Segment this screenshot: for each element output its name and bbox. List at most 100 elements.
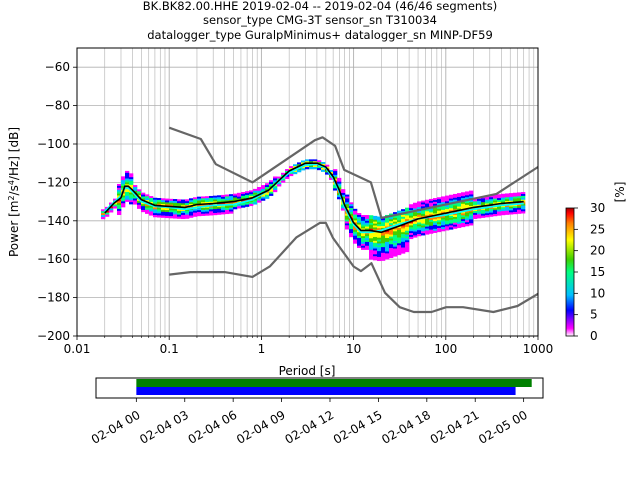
histogram-cell bbox=[165, 200, 170, 203]
histogram-cell bbox=[465, 195, 470, 198]
histogram-cell bbox=[353, 228, 358, 231]
histogram-cell bbox=[137, 204, 142, 207]
histogram-cell bbox=[369, 219, 374, 222]
histogram-cell bbox=[393, 238, 398, 242]
histogram-cell bbox=[129, 200, 134, 203]
histogram-cell bbox=[209, 197, 214, 201]
histogram-cell bbox=[437, 218, 442, 221]
histogram-cell bbox=[409, 206, 414, 209]
histogram-cell bbox=[493, 198, 498, 201]
histogram-cell bbox=[449, 213, 454, 217]
histogram-cell bbox=[365, 222, 370, 225]
histogram-cell bbox=[185, 201, 190, 204]
histogram-cell bbox=[377, 256, 382, 260]
histogram-cell bbox=[337, 179, 342, 183]
histogram-cell bbox=[489, 199, 494, 202]
histogram-cell bbox=[381, 258, 386, 261]
histogram-cell bbox=[421, 233, 426, 236]
histogram-cell bbox=[157, 213, 162, 216]
histogram-cell bbox=[173, 214, 178, 217]
histogram-cell bbox=[225, 202, 230, 205]
histogram-cell bbox=[337, 185, 342, 188]
histogram-cell bbox=[405, 234, 410, 237]
histogram-cell bbox=[185, 210, 190, 214]
histogram-cell bbox=[393, 227, 398, 230]
histogram-cell bbox=[389, 253, 394, 257]
x-tick-label: 100 bbox=[434, 342, 457, 356]
histogram-cell bbox=[365, 234, 370, 237]
histogram-cell bbox=[381, 225, 386, 229]
histogram-cell bbox=[205, 213, 210, 216]
histogram-cell bbox=[469, 200, 474, 203]
timeline-bar bbox=[136, 387, 516, 395]
histogram-cell bbox=[493, 210, 498, 213]
histogram-cell bbox=[453, 205, 458, 208]
histogram-cell bbox=[353, 231, 358, 235]
histogram-cell bbox=[217, 206, 222, 210]
histogram-cell bbox=[273, 186, 278, 189]
histogram-cell bbox=[125, 195, 130, 199]
histogram-cell bbox=[521, 193, 526, 197]
histogram-cell bbox=[353, 241, 358, 244]
histogram-cell bbox=[277, 176, 282, 179]
histogram-cell bbox=[477, 198, 482, 202]
histogram-cell bbox=[269, 193, 274, 196]
histogram-cell bbox=[197, 200, 202, 203]
histogram-cell bbox=[297, 168, 302, 171]
histogram-cell bbox=[445, 195, 450, 198]
histogram-cell bbox=[153, 209, 158, 212]
histogram-cell bbox=[129, 182, 134, 186]
histogram-cell bbox=[389, 234, 394, 237]
histogram-cell bbox=[121, 184, 126, 187]
histogram-cell bbox=[445, 205, 450, 208]
histogram-cell bbox=[377, 258, 382, 262]
histogram-cell bbox=[173, 202, 178, 206]
histogram-cell bbox=[125, 190, 130, 193]
histogram-cell bbox=[125, 176, 130, 179]
histogram-cell bbox=[465, 191, 470, 194]
histogram-cell bbox=[445, 224, 450, 227]
histogram-cell bbox=[217, 197, 222, 200]
colorbar-axis: 0 5 10 15 20 25 30 bbox=[574, 201, 605, 343]
histogram-cell bbox=[401, 239, 406, 243]
histogram-cell bbox=[497, 205, 502, 208]
histogram-cell bbox=[373, 238, 378, 242]
histogram-cell bbox=[437, 226, 442, 229]
histogram-cell bbox=[413, 233, 418, 236]
histogram-cell bbox=[321, 169, 326, 172]
histogram-cell bbox=[221, 208, 226, 211]
histogram-cell bbox=[473, 211, 478, 214]
histogram-cell bbox=[385, 255, 390, 258]
timeline-tick-label: 02-04 15 bbox=[331, 408, 385, 447]
histogram-cell bbox=[345, 200, 350, 203]
histogram-cell bbox=[401, 226, 406, 229]
histogram-cell bbox=[389, 219, 394, 222]
histogram-cell bbox=[369, 226, 374, 229]
histogram-cell bbox=[209, 199, 214, 203]
histogram-cell bbox=[413, 231, 418, 234]
histogram-cell bbox=[397, 231, 402, 235]
histogram-cell bbox=[393, 231, 398, 234]
histogram-cell bbox=[453, 195, 458, 199]
histogram-cell bbox=[341, 196, 346, 200]
histogram-cell bbox=[433, 201, 438, 205]
histogram-cell bbox=[229, 198, 234, 201]
histogram-cell bbox=[357, 243, 362, 246]
histogram-cell bbox=[225, 211, 230, 215]
histogram-cell bbox=[513, 204, 518, 207]
histogram-cell bbox=[397, 247, 402, 250]
histogram-cell bbox=[393, 250, 398, 253]
histogram-cell bbox=[509, 212, 514, 215]
histogram-cell bbox=[377, 224, 382, 227]
histogram-cell bbox=[213, 207, 218, 210]
histogram-cell bbox=[165, 208, 170, 211]
histogram-cell bbox=[361, 240, 366, 243]
histogram-cell bbox=[265, 185, 270, 188]
histogram-cell bbox=[405, 217, 410, 220]
histogram-cell bbox=[209, 213, 214, 216]
histogram-cell bbox=[205, 207, 210, 210]
histogram-cell bbox=[333, 172, 338, 176]
histogram-cell bbox=[457, 196, 462, 200]
histogram-cell bbox=[125, 180, 130, 183]
histogram-cell bbox=[361, 247, 366, 250]
